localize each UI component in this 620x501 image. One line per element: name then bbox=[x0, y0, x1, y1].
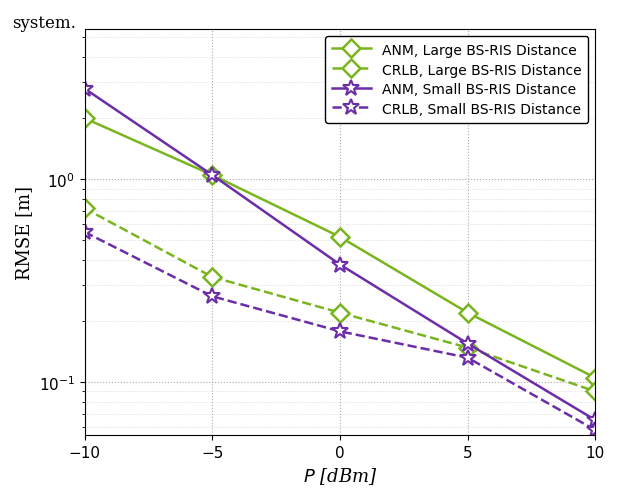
Y-axis label: RMSE [m]: RMSE [m] bbox=[15, 185, 33, 280]
CRLB, Small BS-RIS Distance bbox=[208, 294, 216, 300]
ANM, Small BS-RIS Distance bbox=[336, 262, 343, 268]
Legend: ANM, Large BS-RIS Distance, CRLB, Large BS-RIS Distance, ANM, Small BS-RIS Dista: ANM, Large BS-RIS Distance, CRLB, Large … bbox=[325, 37, 588, 123]
ANM, Small BS-RIS Distance bbox=[591, 417, 599, 423]
Line: CRLB, Small BS-RIS Distance: CRLB, Small BS-RIS Distance bbox=[76, 224, 604, 438]
X-axis label: $P$ [dBm]: $P$ [dBm] bbox=[303, 465, 377, 486]
CRLB, Small BS-RIS Distance bbox=[591, 427, 599, 433]
ANM, Small BS-RIS Distance bbox=[81, 86, 88, 92]
CRLB, Large BS-RIS Distance bbox=[208, 275, 216, 281]
Line: ANM, Large BS-RIS Distance: ANM, Large BS-RIS Distance bbox=[78, 113, 601, 384]
CRLB, Small BS-RIS Distance bbox=[464, 355, 471, 361]
ANM, Small BS-RIS Distance bbox=[208, 173, 216, 179]
Line: ANM, Small BS-RIS Distance: ANM, Small BS-RIS Distance bbox=[76, 81, 604, 428]
ANM, Large BS-RIS Distance bbox=[208, 173, 216, 179]
CRLB, Large BS-RIS Distance bbox=[591, 389, 599, 395]
CRLB, Large BS-RIS Distance bbox=[336, 310, 343, 316]
CRLB, Large BS-RIS Distance bbox=[81, 206, 88, 212]
ANM, Small BS-RIS Distance bbox=[464, 341, 471, 347]
ANM, Large BS-RIS Distance bbox=[591, 375, 599, 381]
CRLB, Small BS-RIS Distance bbox=[336, 329, 343, 335]
Line: CRLB, Large BS-RIS Distance: CRLB, Large BS-RIS Distance bbox=[78, 202, 601, 398]
Text: system.: system. bbox=[12, 15, 76, 32]
CRLB, Large BS-RIS Distance bbox=[464, 345, 471, 351]
ANM, Large BS-RIS Distance bbox=[81, 116, 88, 122]
CRLB, Small BS-RIS Distance bbox=[81, 229, 88, 235]
ANM, Large BS-RIS Distance bbox=[336, 234, 343, 240]
ANM, Large BS-RIS Distance bbox=[464, 310, 471, 316]
